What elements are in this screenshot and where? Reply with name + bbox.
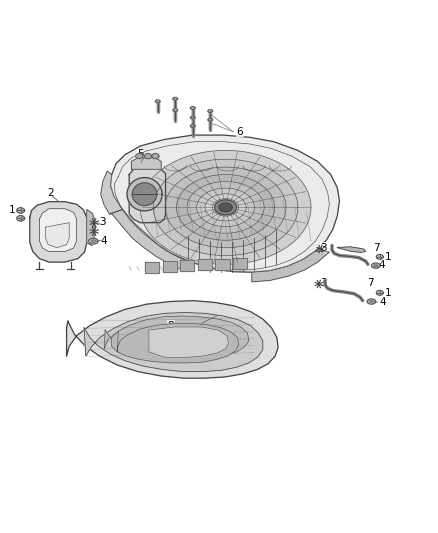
Polygon shape xyxy=(152,154,159,159)
Polygon shape xyxy=(233,258,247,269)
Polygon shape xyxy=(145,154,152,159)
Polygon shape xyxy=(163,261,177,272)
Polygon shape xyxy=(153,159,298,255)
Polygon shape xyxy=(173,98,178,100)
Polygon shape xyxy=(198,260,212,270)
Text: 3: 3 xyxy=(320,278,327,288)
Polygon shape xyxy=(30,201,87,262)
Polygon shape xyxy=(212,199,239,216)
Polygon shape xyxy=(367,299,376,304)
Polygon shape xyxy=(17,215,25,221)
Polygon shape xyxy=(110,135,339,272)
Polygon shape xyxy=(191,124,195,127)
Text: 3: 3 xyxy=(99,217,106,227)
Text: 2: 2 xyxy=(47,188,54,198)
Polygon shape xyxy=(376,290,383,295)
Text: 4: 4 xyxy=(379,297,386,308)
Text: 4: 4 xyxy=(101,236,108,246)
Polygon shape xyxy=(110,209,184,271)
Polygon shape xyxy=(215,259,230,270)
Polygon shape xyxy=(67,301,278,378)
Text: 7: 7 xyxy=(373,243,380,253)
Polygon shape xyxy=(187,182,264,233)
Polygon shape xyxy=(177,174,275,240)
Polygon shape xyxy=(197,188,254,227)
Polygon shape xyxy=(127,177,162,211)
Polygon shape xyxy=(252,251,329,282)
Polygon shape xyxy=(155,100,160,103)
Polygon shape xyxy=(17,208,25,213)
Polygon shape xyxy=(374,264,378,267)
Text: 8: 8 xyxy=(167,321,174,330)
Polygon shape xyxy=(88,238,98,244)
Text: 6: 6 xyxy=(237,127,244,136)
Polygon shape xyxy=(173,109,178,111)
Polygon shape xyxy=(149,327,229,358)
Polygon shape xyxy=(191,107,195,109)
Polygon shape xyxy=(46,223,69,248)
Polygon shape xyxy=(165,167,286,248)
Text: 4: 4 xyxy=(378,260,385,270)
Polygon shape xyxy=(215,200,237,215)
Text: 3: 3 xyxy=(320,243,327,253)
Polygon shape xyxy=(370,301,373,303)
Polygon shape xyxy=(205,194,246,221)
Polygon shape xyxy=(191,116,195,119)
Polygon shape xyxy=(208,118,213,121)
Polygon shape xyxy=(129,169,166,223)
Polygon shape xyxy=(219,203,232,212)
Polygon shape xyxy=(208,110,213,112)
Polygon shape xyxy=(337,247,366,253)
Polygon shape xyxy=(104,316,249,359)
Polygon shape xyxy=(132,183,157,206)
Polygon shape xyxy=(84,312,263,372)
Polygon shape xyxy=(145,262,159,273)
Polygon shape xyxy=(140,150,311,264)
Polygon shape xyxy=(180,260,194,271)
Polygon shape xyxy=(136,154,143,159)
Text: 5: 5 xyxy=(137,149,144,159)
Polygon shape xyxy=(371,263,380,268)
Polygon shape xyxy=(376,254,383,260)
Polygon shape xyxy=(131,158,161,169)
Polygon shape xyxy=(101,171,123,214)
Text: 1: 1 xyxy=(385,288,392,298)
Text: 1: 1 xyxy=(8,205,15,215)
Text: 1: 1 xyxy=(384,252,391,262)
Polygon shape xyxy=(112,324,239,363)
Polygon shape xyxy=(39,209,77,252)
Polygon shape xyxy=(91,240,95,243)
Polygon shape xyxy=(87,209,94,246)
Text: 7: 7 xyxy=(367,278,374,288)
